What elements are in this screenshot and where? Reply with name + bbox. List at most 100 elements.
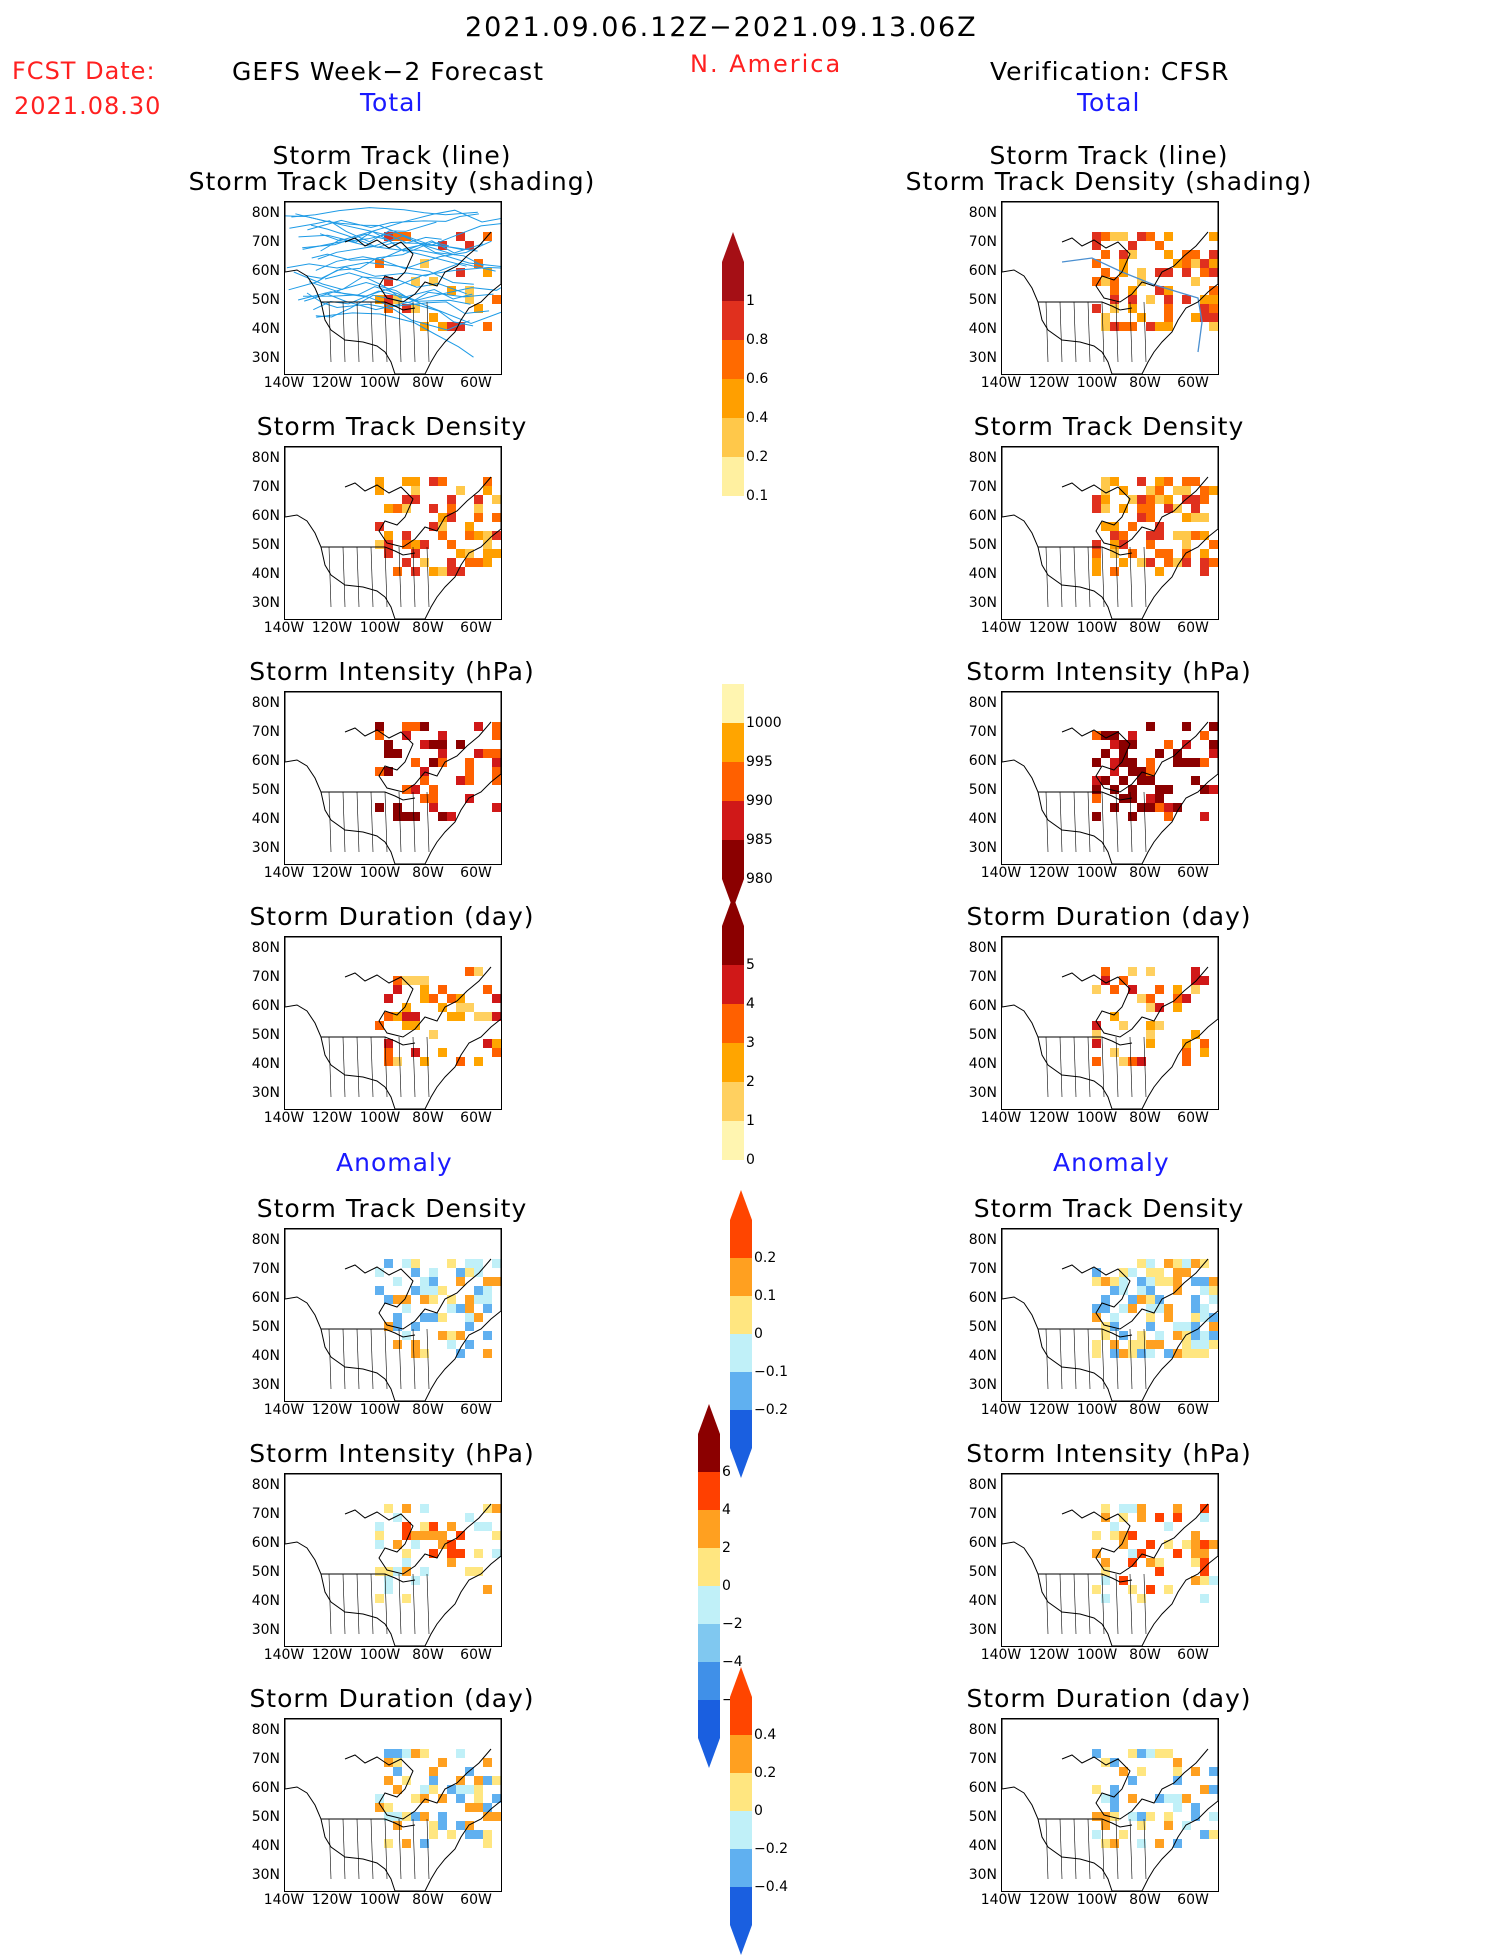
shade-cell <box>411 1286 420 1295</box>
shade-cell <box>1137 1340 1146 1349</box>
shade-cell <box>1101 486 1110 495</box>
shade-cell <box>1092 1277 1101 1286</box>
shade-cell <box>1191 1322 1200 1331</box>
colorbar-label: −0.4 <box>754 1879 788 1895</box>
state-border <box>1073 1036 1077 1098</box>
shade-cell <box>492 549 501 558</box>
lon-tick-label: 60W <box>460 1402 492 1418</box>
shade-cell <box>1101 967 1110 976</box>
shade-cell <box>1191 976 1200 985</box>
state-border <box>356 791 360 853</box>
coastline <box>1061 476 1209 548</box>
state-border <box>384 1573 388 1635</box>
map-panel <box>1001 446 1219 620</box>
shade-cell <box>1137 1286 1146 1295</box>
fcst-date-label: FCST Date: <box>12 57 156 85</box>
colorbar-segment <box>722 418 744 457</box>
lon-tick-label: 80W <box>1129 1892 1161 1908</box>
shade-cell <box>1110 322 1119 331</box>
shade-cell <box>438 1812 447 1821</box>
shade-cell <box>1101 1839 1110 1848</box>
shade-cell <box>1128 740 1137 749</box>
colorbar-label: 0.4 <box>746 410 769 426</box>
panel-title-line: Storm Track Density <box>973 412 1245 441</box>
shade-cell <box>456 232 465 241</box>
state-border <box>342 1036 346 1098</box>
colorbar-label: 995 <box>746 754 773 770</box>
coastline <box>1038 1036 1133 1046</box>
shade-cell <box>447 540 456 549</box>
shade-cell <box>1128 1340 1137 1349</box>
map-svg <box>285 1474 501 1646</box>
shade-cell <box>1155 1003 1164 1012</box>
state-border <box>1087 546 1091 608</box>
shade-cell <box>474 1313 483 1322</box>
shade-cell <box>465 522 474 531</box>
shade-cell <box>1191 250 1200 259</box>
shade-cell <box>1191 1340 1200 1349</box>
shade-cell <box>1191 1331 1200 1340</box>
lat-tick-label: 40N <box>968 1348 997 1364</box>
coastline <box>285 1719 501 1891</box>
shade-cell <box>1101 1304 1110 1313</box>
colorbar-label: 1000 <box>746 715 782 731</box>
map-panel <box>1001 1718 1219 1892</box>
shade-cell <box>1200 531 1209 540</box>
state-border <box>412 1818 416 1880</box>
lat-tick-label: 30N <box>968 840 997 856</box>
map-svg <box>1002 937 1218 1109</box>
coastline <box>285 1474 501 1646</box>
state-border <box>1087 301 1091 363</box>
colorbar-label: 1 <box>746 1113 755 1129</box>
state-border <box>1059 546 1063 608</box>
shade-cell <box>1182 513 1191 522</box>
shade-cell <box>393 1057 402 1066</box>
colorbar-duration-anom <box>730 1667 752 1955</box>
shade-cell <box>1092 549 1101 558</box>
shade-cell <box>1128 241 1137 250</box>
state-border <box>1129 1036 1133 1098</box>
shade-cell <box>420 1349 429 1358</box>
shade-cell <box>1182 1057 1191 1066</box>
state-border <box>1101 1573 1105 1635</box>
lat-tick-label: 70N <box>251 479 280 495</box>
coastline <box>1061 1748 1209 1820</box>
shade-cell <box>420 540 429 549</box>
shade-cell <box>1146 758 1155 767</box>
shade-cell <box>1209 295 1218 304</box>
period-title: 2021.09.06.12Z−2021.09.13.06Z <box>465 12 978 43</box>
state-border <box>412 1036 416 1098</box>
colorbar-segment <box>730 1296 752 1334</box>
shade-cell <box>447 812 456 821</box>
shade-cell <box>1119 1286 1128 1295</box>
state-border <box>1101 1328 1105 1390</box>
lon-tick-label: 80W <box>412 1110 444 1126</box>
shade-cell <box>1209 259 1218 268</box>
shade-cell <box>1119 558 1128 567</box>
panel-title: Storm Duration (day) <box>174 1686 610 1712</box>
shade-cell <box>1110 1277 1119 1286</box>
shade-cell <box>411 549 420 558</box>
shade-cell <box>465 794 474 803</box>
shade-cell <box>492 1812 501 1821</box>
shade-cell <box>1137 1331 1146 1340</box>
shade-cell <box>492 722 501 731</box>
shade-cell <box>1164 268 1173 277</box>
shade-cell <box>375 295 384 304</box>
shade-cell <box>393 1758 402 1767</box>
panel-title-line: Storm Intensity (hPa) <box>249 657 535 686</box>
shade-cell <box>1137 268 1146 277</box>
lon-tick-label: 60W <box>1177 1402 1209 1418</box>
shade-cell <box>1092 776 1101 785</box>
shade-cell <box>1200 1286 1209 1295</box>
shade-cell <box>1119 1268 1128 1277</box>
shade-cell <box>1155 1331 1164 1340</box>
panel-title-line: Storm Duration (day) <box>966 902 1252 931</box>
shade-cell <box>1200 313 1209 322</box>
state-border <box>426 301 430 363</box>
shade-cell <box>1146 1558 1155 1567</box>
shade-cell <box>474 495 483 504</box>
lat-tick-label: 50N <box>251 1319 280 1335</box>
coastline <box>1002 692 1218 864</box>
lat-tick-label: 80N <box>968 1722 997 1738</box>
